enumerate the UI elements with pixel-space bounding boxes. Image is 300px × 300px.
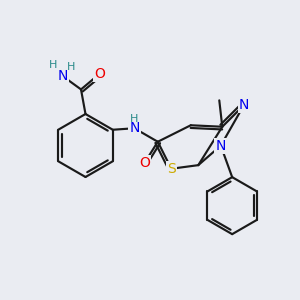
Text: H: H xyxy=(49,60,57,70)
Text: O: O xyxy=(139,156,150,170)
Text: H: H xyxy=(130,114,138,124)
Text: S: S xyxy=(167,162,176,176)
Text: N: N xyxy=(57,69,68,83)
Text: N: N xyxy=(129,121,140,135)
Text: O: O xyxy=(94,67,105,81)
Text: H: H xyxy=(67,62,75,73)
Text: N: N xyxy=(239,98,249,112)
Text: N: N xyxy=(216,139,226,153)
